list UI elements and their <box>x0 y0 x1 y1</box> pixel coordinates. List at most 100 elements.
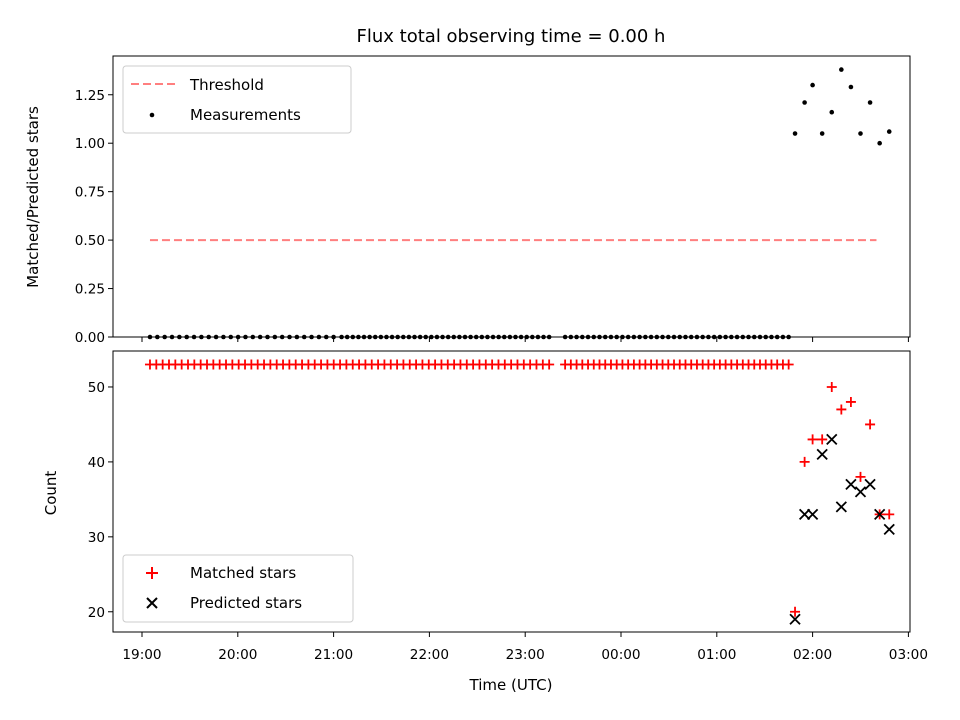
bottom-y-axis-label: Count <box>42 471 60 516</box>
measurement-point <box>591 334 597 340</box>
measurement-point <box>479 334 485 340</box>
matched-star-point <box>836 404 847 415</box>
measurement-point <box>221 334 226 340</box>
measurement-point <box>763 334 769 340</box>
measurement-point <box>746 334 751 340</box>
measurement-point <box>361 334 367 340</box>
measurement-point <box>740 334 746 340</box>
measurement-point <box>169 334 175 340</box>
legend-measurements-label: Measurements <box>190 106 301 124</box>
measurement-point <box>279 334 285 340</box>
measurement-point <box>654 334 660 340</box>
measurement-point <box>513 334 518 340</box>
chart-title: Flux total observing time = 0.00 h <box>357 26 666 47</box>
measurement-point <box>429 334 434 340</box>
measurement-point <box>457 334 462 340</box>
top-y-tick-label: 0.50 <box>75 233 105 249</box>
matched-star-point <box>865 419 876 430</box>
measurement-point <box>810 82 815 88</box>
measurement-point <box>683 334 688 340</box>
measurement-point <box>272 334 278 340</box>
measurement-point <box>660 334 665 340</box>
measurement-point <box>729 334 734 340</box>
measurement-point <box>867 100 873 105</box>
x-tick-label: 23:00 <box>506 647 545 663</box>
measurement-point <box>769 334 774 340</box>
top-y-tick-label: 0.75 <box>75 185 105 201</box>
measurement-point <box>301 334 307 340</box>
measurement-point <box>496 334 501 340</box>
legend-predicted-marker <box>146 597 158 609</box>
measurement-point <box>829 109 835 115</box>
top-legend: Threshold Measurements <box>122 65 352 134</box>
measurement-point <box>316 334 322 340</box>
measurement-point <box>688 334 694 340</box>
measurement-point <box>648 334 654 340</box>
x-tick-label: 00:00 <box>601 647 640 663</box>
matched-star-point <box>799 456 810 467</box>
measurement-point <box>228 334 234 340</box>
measurement-point <box>356 334 361 340</box>
measurement-point <box>468 334 473 340</box>
measurement-point <box>574 334 579 340</box>
measurement-point <box>243 334 248 340</box>
legend-matched-marker <box>146 567 158 579</box>
bottom-y-tick-label: 30 <box>88 530 105 546</box>
measurement-point <box>406 334 412 340</box>
measurement-point <box>423 334 429 340</box>
measurement-point <box>637 334 642 340</box>
measurement-point <box>786 334 791 340</box>
measurement-point <box>751 334 757 340</box>
bottom-y-tick-label: 50 <box>88 380 105 396</box>
measurement-point <box>323 334 329 340</box>
measurement-point <box>734 334 740 340</box>
measurement-point <box>625 334 631 340</box>
measurement-point <box>339 334 344 340</box>
measurement-point <box>162 334 167 340</box>
measurement-point <box>802 100 807 105</box>
measurement-point <box>309 334 314 340</box>
measurement-point <box>507 334 513 340</box>
measurement-point <box>723 334 728 340</box>
measurement-point <box>462 334 468 340</box>
measurement-point <box>400 334 406 340</box>
measurement-point <box>620 334 625 340</box>
measurement-point <box>367 334 372 340</box>
predicted-star-point <box>798 508 811 520</box>
measurement-point <box>177 334 182 340</box>
top-y-tick-label: 1.00 <box>75 136 105 152</box>
x-tick-label: 19:00 <box>122 647 161 663</box>
measurement-point <box>384 334 389 340</box>
predicted-star-point <box>789 613 801 625</box>
bottom-legend: Matched stars Predicted stars <box>122 554 354 623</box>
measurement-point <box>819 131 825 136</box>
measurement-point <box>541 334 546 340</box>
measurement-point <box>265 334 270 340</box>
predicted-star-point <box>864 478 876 491</box>
x-tick-label: 02:00 <box>793 647 832 663</box>
measurement-point <box>780 334 786 340</box>
measurement-point <box>530 334 535 340</box>
measurement-point <box>757 334 763 340</box>
measurement-point <box>597 334 602 340</box>
measurement-point <box>350 334 356 340</box>
top-panel: 0.00 0.25 0.50 0.75 1.00 1.25 <box>75 55 911 346</box>
measurement-point <box>147 334 153 340</box>
predicted-star-point <box>845 478 857 491</box>
measurement-point <box>792 131 798 136</box>
matched-star-point <box>884 509 895 520</box>
measurement-point <box>155 334 160 340</box>
top-y-axis-label: Matched/Predicted stars <box>24 106 42 288</box>
measurement-point <box>858 131 863 136</box>
matched-star-point <box>817 434 828 445</box>
measurement-point <box>677 334 683 340</box>
bottom-y-tick-label: 20 <box>88 605 105 621</box>
measurement-point <box>490 334 496 340</box>
x-tick-label: 20:00 <box>218 647 257 663</box>
measurement-point <box>700 334 705 340</box>
x-tick-label: 22:00 <box>410 647 449 663</box>
measurement-point <box>395 334 400 340</box>
measurement-point <box>473 334 479 340</box>
matched-star-point <box>783 359 794 370</box>
